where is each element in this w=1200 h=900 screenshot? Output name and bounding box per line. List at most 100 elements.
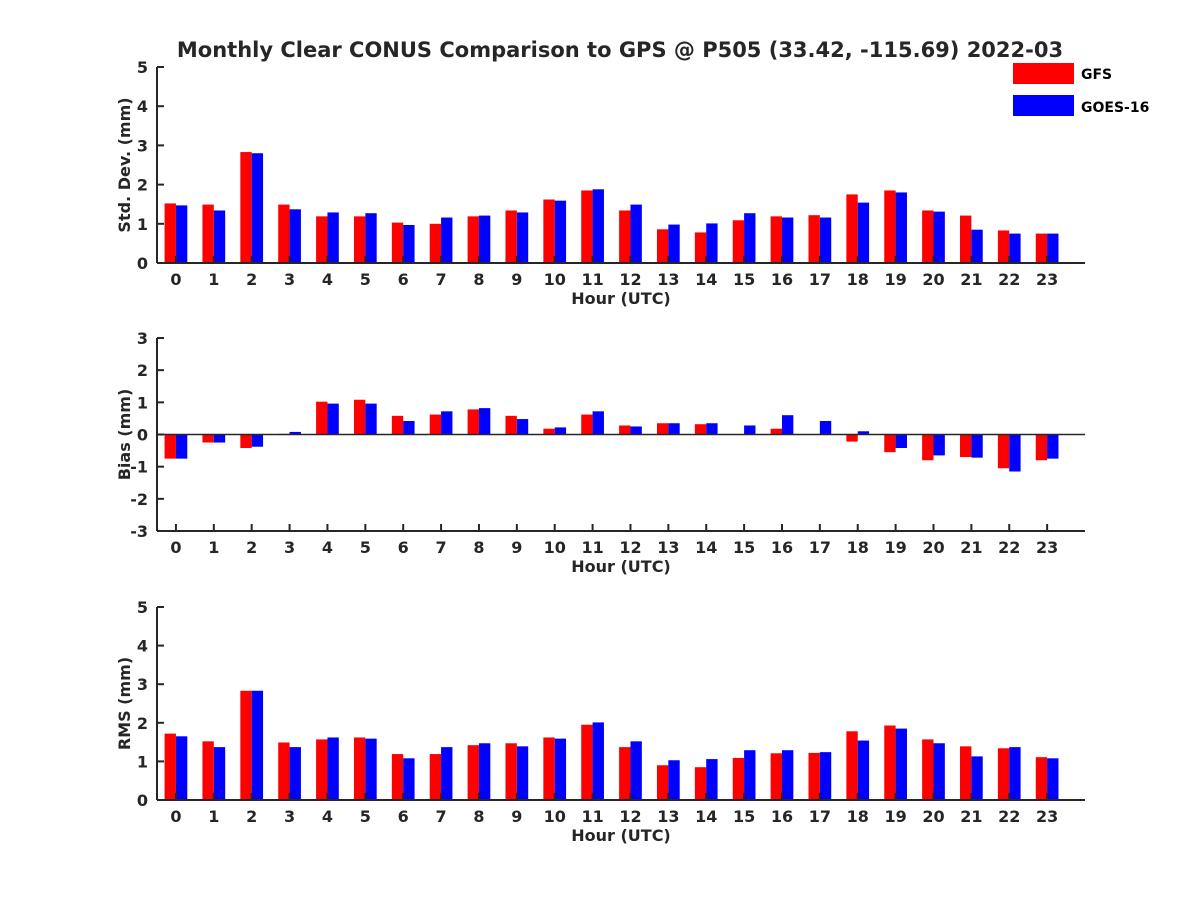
bar-gfs-hour-12 <box>619 425 631 435</box>
bar-goes-16-hour-12 <box>630 741 642 800</box>
x-tick-label: 10 <box>544 807 566 826</box>
bar-gfs-hour-13 <box>656 229 669 263</box>
x-tick-label: 14 <box>695 538 717 557</box>
bar-goes-16-hour-2 <box>251 690 264 800</box>
x-tick-label: 1 <box>208 807 219 826</box>
bar-gfs-hour-15 <box>732 757 745 800</box>
x-tick-label: 13 <box>657 270 679 289</box>
bar-goes-16-hour-18 <box>857 740 870 800</box>
x-tick-label: 15 <box>733 807 755 826</box>
bar-gfs-hour-10 <box>543 199 555 263</box>
bar-gfs-hour-23 <box>1035 757 1048 800</box>
x-tick-label: 4 <box>322 538 333 557</box>
legend-label-gfs: GFS <box>1081 67 1112 83</box>
y-tick-label: 1 <box>137 215 148 234</box>
bar-goes-16-hour-17 <box>819 420 832 435</box>
bar-goes-16-hour-10 <box>554 427 567 435</box>
x-tick-label: 20 <box>922 807 944 826</box>
bar-gfs-hour-7 <box>429 414 442 435</box>
bar-gfs-hour-22 <box>997 434 1010 469</box>
x-tick-label: 16 <box>771 538 793 557</box>
x-tick-label: 19 <box>884 270 906 289</box>
y-tick-label: -3 <box>130 522 148 541</box>
bar-gfs-hour-1 <box>202 204 214 263</box>
y-tick-label: 2 <box>137 714 148 733</box>
y-tick-label: -1 <box>130 458 148 477</box>
x-axis-label: Hour (UTC) <box>571 557 671 576</box>
bar-goes-16-hour-7 <box>441 411 453 435</box>
x-tick-label: 13 <box>657 807 679 826</box>
bar-goes-16-hour-9 <box>516 419 529 435</box>
y-tick-label: 2 <box>137 176 148 195</box>
x-axis-label: Hour (UTC) <box>571 289 671 308</box>
x-tick-label: 22 <box>998 270 1020 289</box>
x-tick-label: 7 <box>436 538 447 557</box>
bar-goes-16-hour-18 <box>857 431 870 435</box>
bar-gfs-hour-3 <box>278 204 290 263</box>
bar-gfs-hour-6 <box>391 415 404 435</box>
bar-gfs-hour-18 <box>846 731 858 800</box>
bar-goes-16-hour-2 <box>251 153 264 263</box>
x-tick-label: 5 <box>360 807 371 826</box>
x-tick-label: 10 <box>544 538 566 557</box>
x-tick-label: 6 <box>398 807 409 826</box>
bar-gfs-hour-21 <box>960 215 972 263</box>
bar-goes-16-hour-14 <box>706 423 718 435</box>
x-tick-label: 12 <box>619 270 641 289</box>
x-tick-label: 3 <box>284 538 295 557</box>
bar-gfs-hour-13 <box>656 765 669 800</box>
bar-gfs-hour-3 <box>278 742 290 800</box>
bar-goes-16-hour-18 <box>857 202 870 263</box>
bar-goes-16-hour-15 <box>744 750 756 800</box>
bar-goes-16-hour-2 <box>251 434 264 447</box>
bar-goes-16-hour-12 <box>630 426 642 435</box>
bar-gfs-hour-6 <box>391 754 404 800</box>
bar-gfs-hour-5 <box>353 399 366 435</box>
bar-goes-16-hour-21 <box>971 756 983 800</box>
x-tick-label: 11 <box>581 538 603 557</box>
y-tick-label: 4 <box>137 637 148 656</box>
bar-goes-16-hour-21 <box>971 434 983 458</box>
bar-gfs-hour-0 <box>164 434 176 459</box>
x-tick-label: 4 <box>322 807 333 826</box>
bar-gfs-hour-8 <box>467 745 479 800</box>
bar-gfs-hour-16 <box>770 428 782 435</box>
y-tick-label: 0 <box>137 426 148 445</box>
bar-goes-16-hour-5 <box>365 213 377 263</box>
x-tick-label: 18 <box>847 807 869 826</box>
bar-goes-16-hour-14 <box>706 759 718 800</box>
bar-gfs-hour-11 <box>581 724 593 800</box>
bar-gfs-hour-4 <box>316 401 328 435</box>
x-tick-label: 15 <box>733 538 755 557</box>
x-tick-label: 20 <box>922 538 944 557</box>
bar-goes-16-hour-3 <box>289 747 301 800</box>
legend-swatch-goes16 <box>1013 95 1074 116</box>
x-tick-label: 3 <box>284 807 295 826</box>
bar-gfs-hour-2 <box>240 434 252 449</box>
x-tick-label: 12 <box>619 807 641 826</box>
bar-gfs-hour-23 <box>1035 233 1048 263</box>
bar-goes-16-hour-11 <box>592 189 604 263</box>
legend-label-goes16: GOES-16 <box>1081 100 1149 116</box>
bar-gfs-hour-16 <box>770 753 782 800</box>
x-tick-label: 1 <box>208 270 219 289</box>
x-tick-label: 21 <box>960 807 982 826</box>
y-tick-label: 5 <box>137 598 148 617</box>
x-tick-label: 2 <box>246 270 257 289</box>
bar-goes-16-hour-4 <box>327 737 339 800</box>
bar-gfs-hour-8 <box>467 409 479 435</box>
bar-gfs-hour-19 <box>884 190 896 263</box>
bar-goes-16-hour-20 <box>933 211 945 263</box>
bar-goes-16-hour-22 <box>1009 434 1021 472</box>
bar-gfs-hour-4 <box>316 216 328 263</box>
x-tick-label: 14 <box>695 270 717 289</box>
bar-gfs-hour-2 <box>240 152 252 263</box>
bar-gfs-hour-11 <box>581 414 593 435</box>
bar-goes-16-hour-13 <box>668 224 680 263</box>
y-axis-label: RMS (mm) <box>115 657 134 750</box>
bar-goes-16-hour-0 <box>175 736 188 800</box>
y-tick-label: 3 <box>137 329 148 348</box>
